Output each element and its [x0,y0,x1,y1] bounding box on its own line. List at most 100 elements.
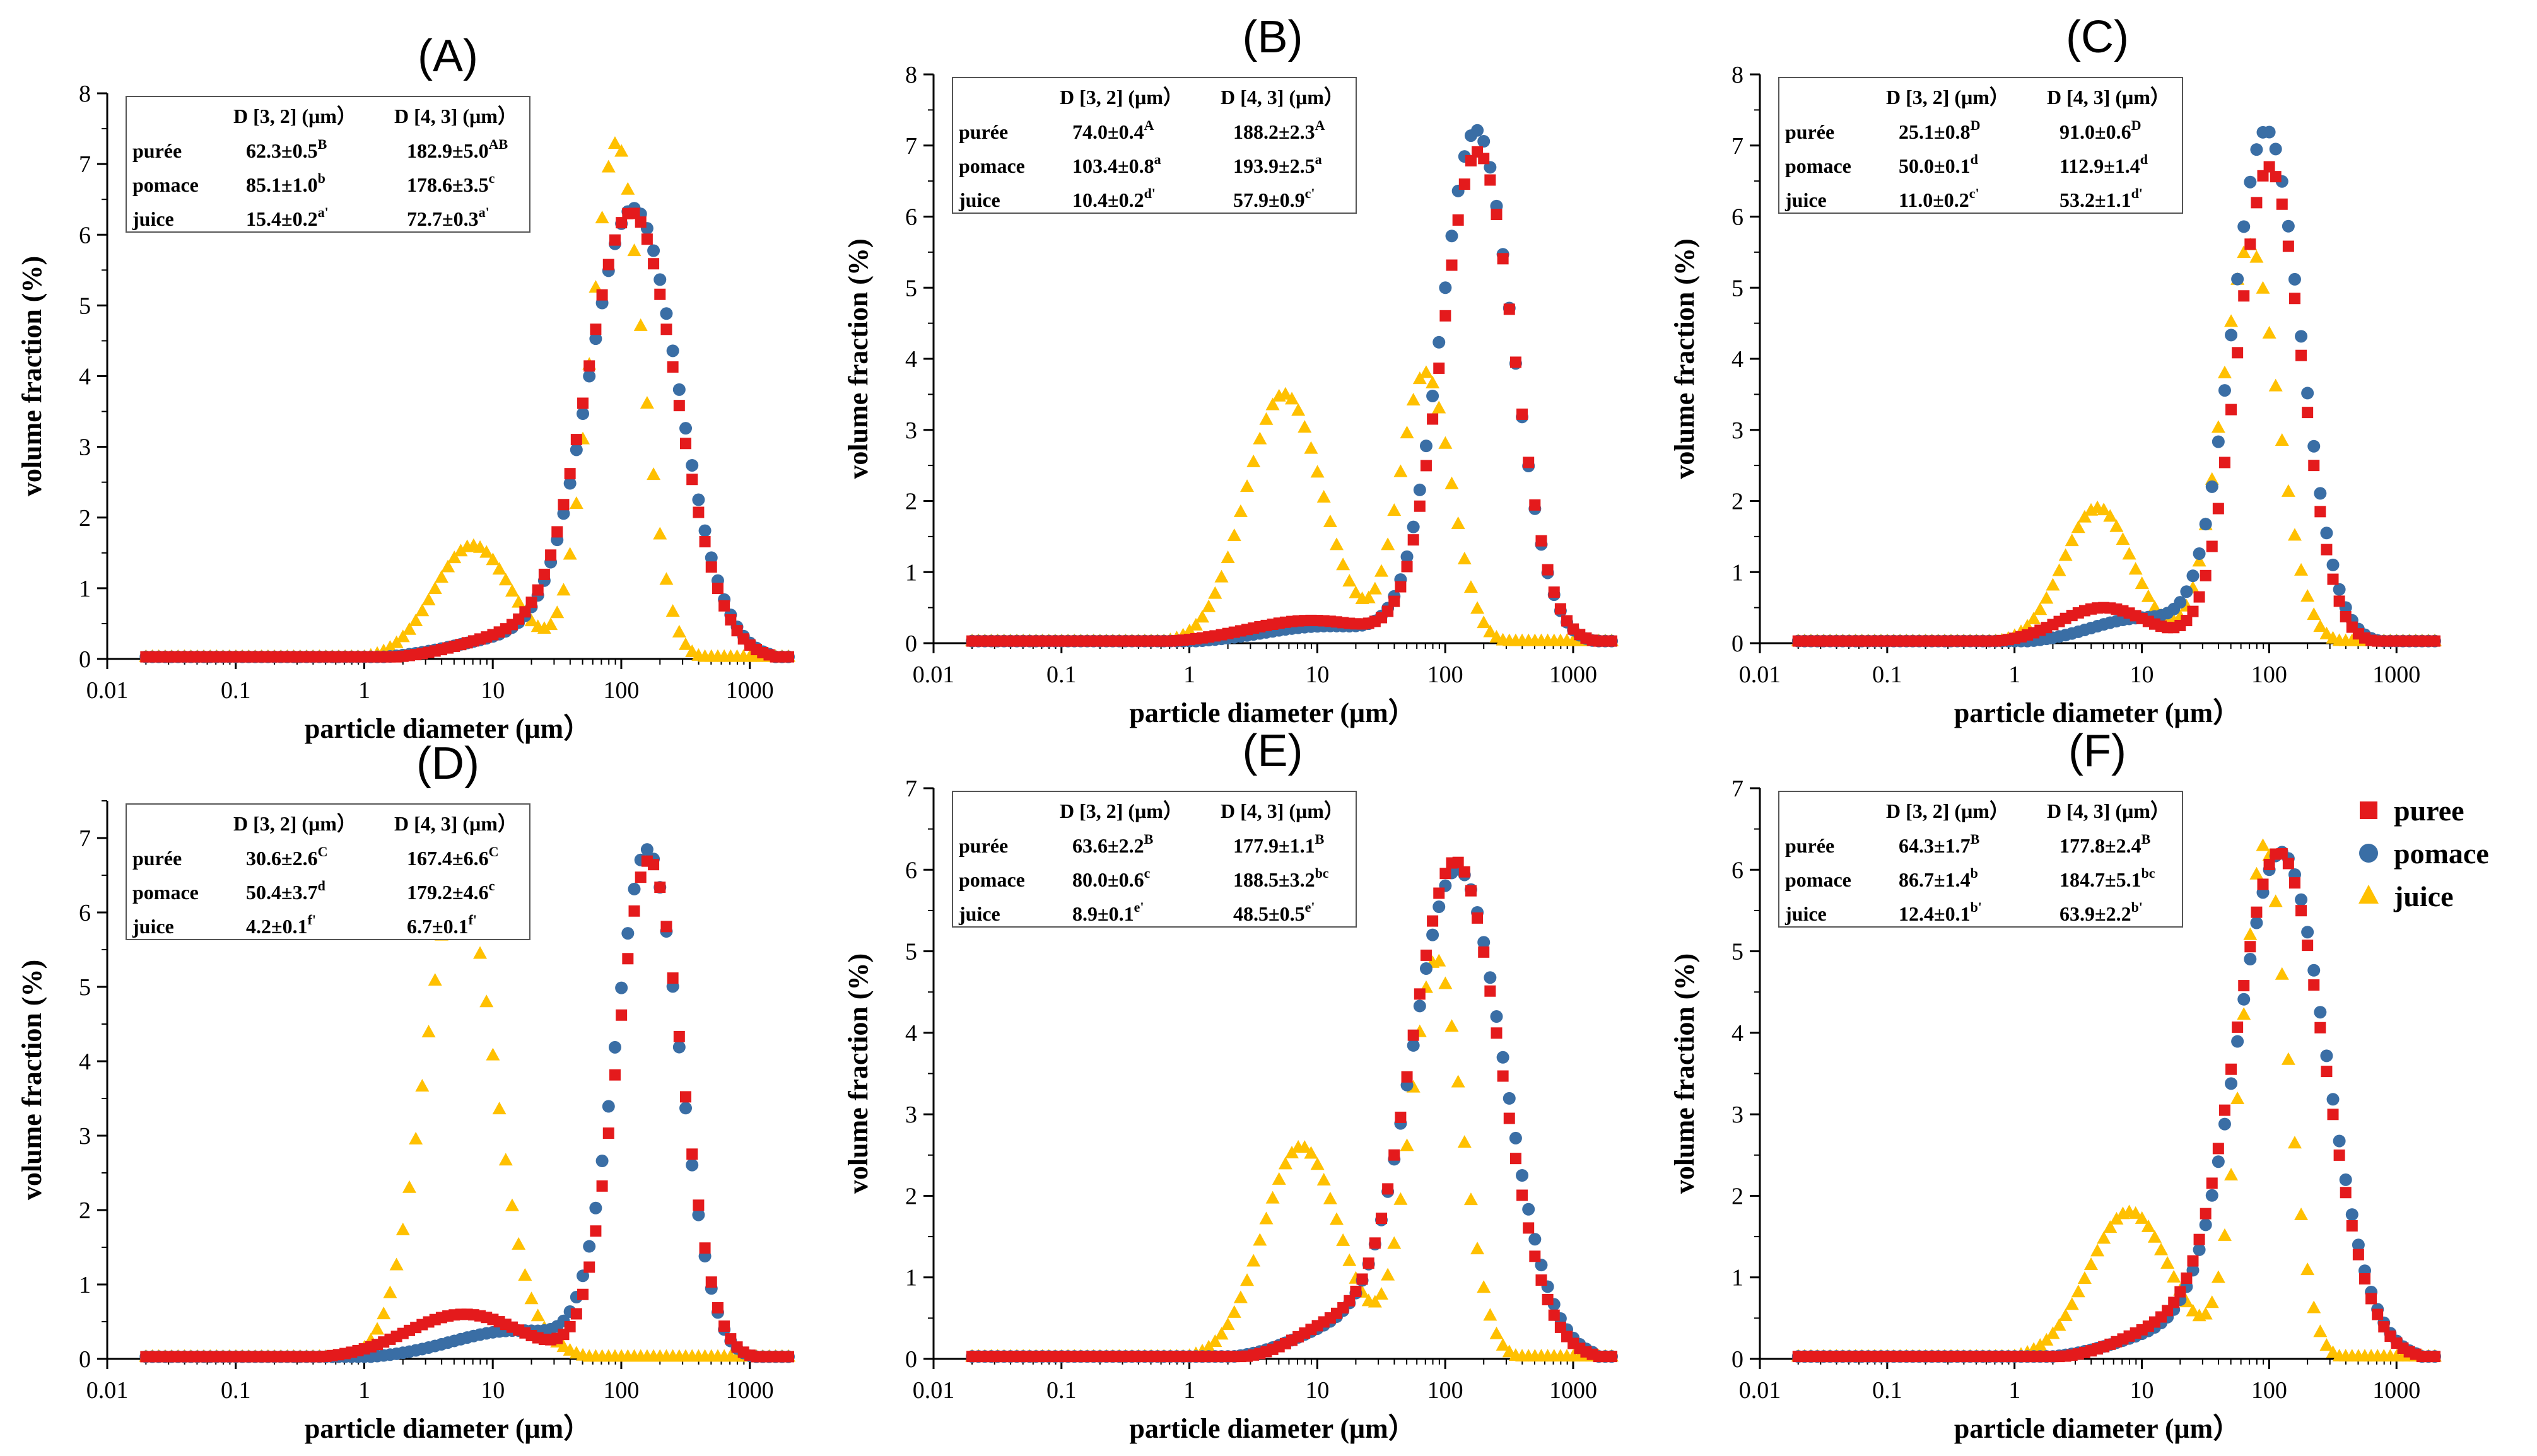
x-axis-title: particle diameter (μm） [305,713,591,744]
juice-point [1406,393,1421,406]
puree-point [1420,460,1432,472]
puree-point [712,583,724,595]
puree-point [1509,356,1521,368]
x-tick-label: 100 [1427,661,1463,688]
puree-point [1458,178,1470,190]
panel-title: (F) [2068,726,2126,776]
pomace-point [1400,550,1414,563]
d32-significance: d' [1144,185,1156,201]
juice-point [415,1079,430,1092]
puree-point [2257,878,2269,890]
x-tick-label: 0.01 [86,1377,129,1404]
x-axis-title: particle diameter (μm） [1954,1413,2241,1444]
table-d32-value: 62.3±0.5B [246,136,327,162]
x-tick-label: 0.1 [1872,661,1902,688]
juice-point [1265,1191,1280,1204]
d32-significance: B [1971,831,1980,847]
d32-value: 103.4±0.8 [1072,154,1154,177]
juice-point [441,559,455,573]
d43-significance: a' [479,204,489,220]
pomace-point [672,383,686,396]
puree-point [635,216,647,228]
pomace-point [686,1158,699,1172]
puree-point [1458,866,1470,878]
juice-point [2186,1303,2200,1317]
d32-significance: a' [318,204,329,220]
x-tick-label: 1000 [1549,1377,1597,1404]
puree-point [616,1009,628,1021]
juice-point [1221,550,1235,563]
table-d43-value: 178.6±3.5c [407,170,495,196]
y-axis-title: volume fraction (%) [843,953,874,1194]
juice-point [1291,403,1306,416]
puree-point [1375,1213,1387,1225]
d43-value: 167.4±6.6 [407,847,489,870]
pomace-point [628,882,641,895]
puree-point [2232,1021,2244,1033]
table-row-label: juice [132,207,174,230]
x-tick-label: 10 [1305,661,1329,688]
pomace-point [615,981,628,994]
juice-point [633,318,648,331]
puree-point [2200,569,2212,581]
x-tick-label: 1 [358,677,370,704]
d43-value: 63.9±2.2 [2059,902,2131,925]
puree-point [1472,912,1484,924]
d43-significance: C [489,844,499,859]
puree-point [622,953,634,965]
table-d32-value: 15.4±0.2a' [246,204,329,230]
puree-point [1439,868,1451,880]
puree-point [635,871,647,883]
pomace-point [692,1208,705,1221]
juice-point [1214,569,1229,583]
y-tick-label: 4 [905,346,917,373]
juice-point [2313,1324,2328,1337]
juice-point [2319,1338,2334,1351]
pomace-point [1522,1203,1535,1216]
puree-point [2288,877,2300,889]
table-row-label: pomace [132,881,199,904]
series-juice [139,868,795,1362]
juice-point [486,552,500,566]
puree-point [2276,847,2288,859]
puree-point [2429,635,2440,647]
juice-point [2039,591,2054,604]
puree-point [2308,979,2320,991]
panel-title: (B) [1243,12,1303,62]
puree-point [2295,349,2307,361]
table-d32-value: 10.4±0.2d' [1072,185,1156,211]
puree-point [1465,885,1477,897]
juice-point [1265,397,1280,411]
juice-point [1374,1286,1388,1300]
juice-point [2058,1308,2073,1322]
d43-significance: c' [1305,185,1315,201]
legend-triangle-marker [2358,885,2379,904]
table-row-label: pomace [132,173,199,196]
puree-point [2225,404,2237,416]
juice-point [2249,250,2264,263]
puree-point [1491,209,1503,221]
y-tick-label: 3 [79,1123,91,1150]
juice-point [1419,365,1433,378]
puree-point [538,568,550,580]
juice-point [627,243,642,257]
pomace-point [2320,527,2333,540]
juice-point [473,540,488,553]
juice-point [389,1257,404,1271]
y-tick-label: 5 [79,293,91,319]
x-tick-label: 10 [481,677,505,704]
pomace-point [2225,1077,2238,1090]
pomace-point [577,407,590,421]
juice-point [1457,1135,1472,1148]
juice-point [395,1222,410,1235]
pomace-point [2212,1155,2225,1168]
d32-significance: f' [308,912,316,928]
d32-significance: e' [1134,899,1144,915]
puree-point [2340,1187,2352,1199]
juice-point [659,572,674,585]
juice-point [595,211,609,224]
x-tick-label: 1 [1183,1377,1195,1404]
juice-point [402,622,416,635]
puree-point [641,233,653,245]
pomace-point [2326,1093,2340,1106]
